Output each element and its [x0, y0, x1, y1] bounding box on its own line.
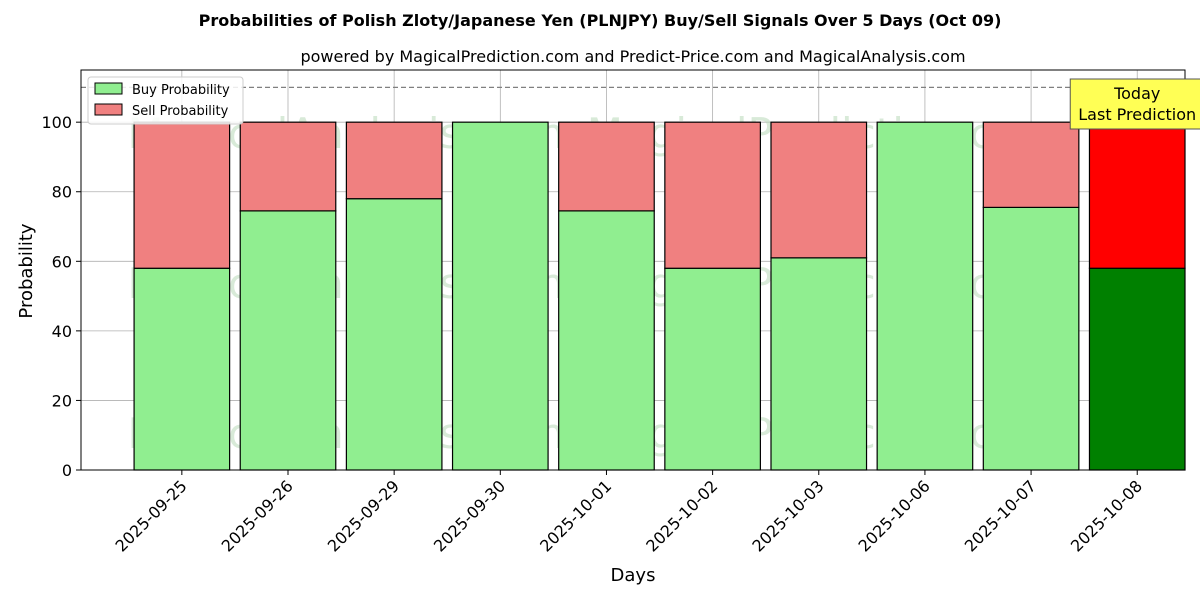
legend-label: Sell Probability: [132, 104, 229, 119]
x-axis-label: Days: [611, 565, 656, 586]
bar-buy: [1088, 267, 1186, 471]
annotation-text: Last Prediction: [1078, 105, 1196, 124]
legend-label: Buy Probability: [132, 83, 230, 98]
bar-sell: [345, 121, 443, 200]
y-tick-label: 0: [62, 461, 72, 480]
x-tick-label: 2025-10-06: [855, 476, 934, 555]
bar-buy: [770, 257, 868, 471]
y-axis: 0 20 40 60 80 100: [41, 113, 81, 480]
bar-buy: [664, 267, 761, 471]
legend-swatch: [94, 82, 123, 95]
bar-sell: [664, 121, 761, 269]
annotation-box: [1069, 78, 1200, 130]
y-tick-label: 80: [52, 183, 72, 202]
legend: Buy Probability Sell Probability: [87, 76, 244, 125]
y-tick-label: 60: [52, 252, 72, 271]
x-tick-label: 2025-10-01: [536, 476, 615, 555]
bar-buy: [345, 198, 443, 471]
x-tick-label: 2025-10-07: [961, 476, 1040, 555]
y-axis-label: Probability: [16, 223, 37, 318]
bar-sell: [558, 121, 655, 212]
bar-sell: [1088, 121, 1186, 269]
legend-box: [87, 76, 244, 125]
legend-swatch: [94, 103, 123, 116]
x-tick-label: 2025-09-29: [324, 476, 403, 555]
x-tick-label: 2025-09-25: [111, 476, 190, 555]
bar-buy: [239, 210, 337, 471]
chart-subtitle: powered by MagicalPrediction.com and Pre…: [300, 47, 965, 66]
bar-sell: [239, 121, 337, 212]
x-tick-label: 2025-10-08: [1067, 476, 1146, 555]
x-tick-label: 2025-09-30: [430, 476, 509, 555]
bar-buy: [876, 121, 974, 471]
y-tick-label: 20: [52, 391, 72, 410]
plot-frame: [80, 69, 1186, 471]
bar-buy: [558, 210, 655, 471]
today-annotation: Today Last Prediction: [1069, 78, 1200, 130]
bar-buy: [982, 206, 1080, 471]
bars: [133, 121, 1186, 471]
y-tick-label: 40: [52, 322, 72, 341]
bar-buy: [133, 267, 231, 471]
bar-sell: [770, 121, 868, 259]
bar-sell: [133, 121, 231, 269]
y-tick-label: 100: [41, 113, 72, 132]
bar-sell: [982, 121, 1080, 208]
annotation-text: Today: [1113, 84, 1160, 103]
x-tick-label: 2025-10-02: [642, 476, 721, 555]
bar-buy: [451, 121, 549, 471]
chart-title: Probabilities of Polish Zloty/Japanese Y…: [199, 11, 1002, 30]
x-tick-label: 2025-10-03: [748, 476, 827, 555]
x-axis: 2025-09-25 2025-09-26 2025-09-29 2025-09-30…: [111, 470, 1146, 556]
x-tick-label: 2025-09-26: [218, 476, 297, 555]
